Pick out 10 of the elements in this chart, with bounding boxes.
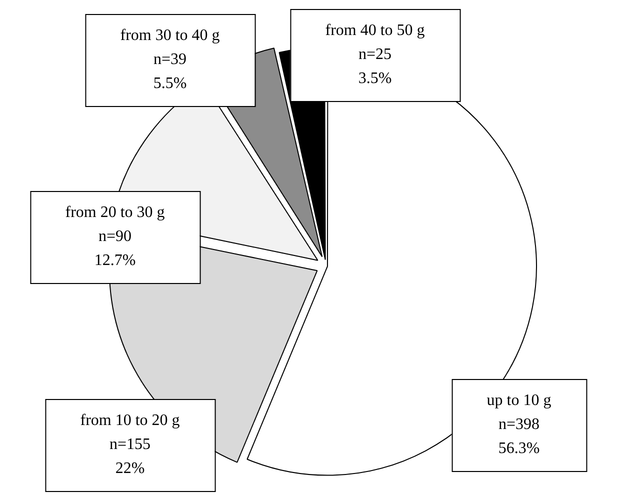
data-label: n=155 22% — [109, 436, 151, 478]
slice-label: from 20 to 30 g — [65, 204, 165, 222]
data-label: n=25 3.5% — [358, 46, 392, 88]
data-label: n=398 56.3% — [498, 416, 540, 458]
slice-label: up to 10 g — [486, 392, 552, 410]
data-label: n=39 5.5% — [153, 51, 187, 92]
slice-label: from 30 to 40 g — [120, 27, 220, 44]
slice-label: from 40 to 50 g — [325, 22, 425, 40]
slice-label: from 10 to 20 g — [80, 412, 180, 430]
data-label: n=90 12.7% — [94, 228, 136, 270]
